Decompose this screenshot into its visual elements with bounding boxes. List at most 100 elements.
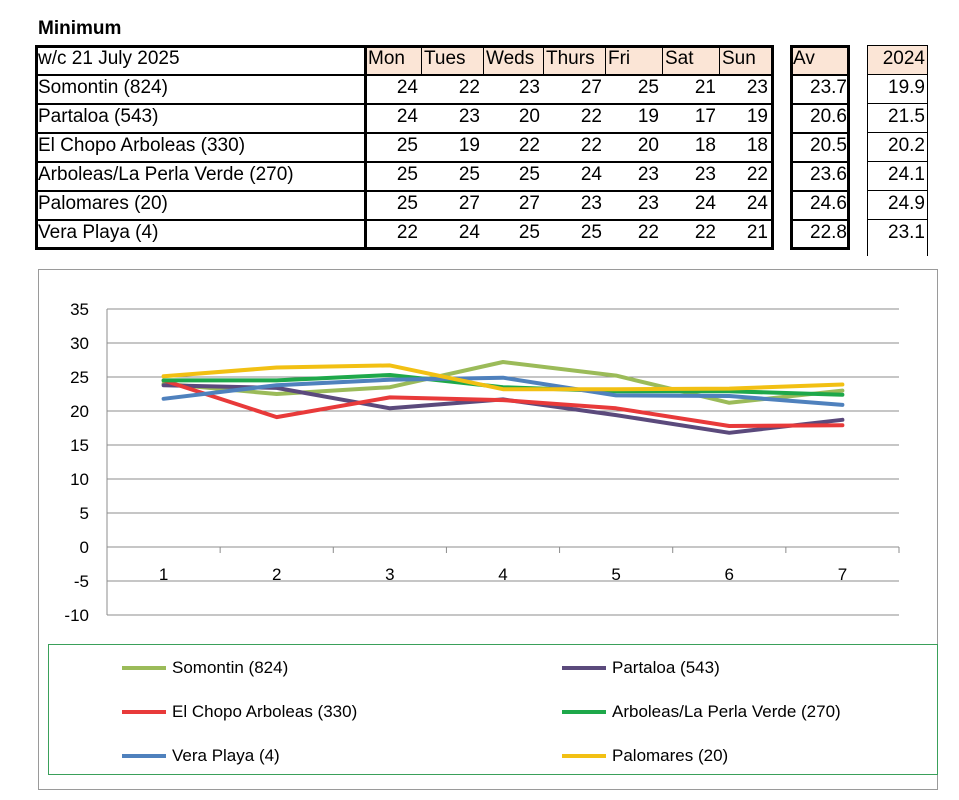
- table-rule: [867, 219, 928, 220]
- temperature-cell: 24: [396, 77, 418, 98]
- temperature-cell: 23: [458, 106, 480, 127]
- temperature-cell: 25: [580, 222, 602, 243]
- x-tick-label: 6: [725, 565, 734, 584]
- legend-label: Partaloa (543): [612, 658, 720, 677]
- table-rule: [35, 190, 771, 192]
- line-chart: -10 -5 0 5 10 15 20 25 30 35 1 2 3 4 5 6 7: [64, 300, 900, 625]
- year-2024-cell: 24.1: [888, 164, 925, 185]
- table-rule: [867, 103, 928, 104]
- x-tick-label: 5: [611, 565, 620, 584]
- temperature-cell: 25: [396, 164, 418, 185]
- temperature-cell: 22: [458, 77, 480, 98]
- table-rule: [790, 190, 850, 192]
- temperature-cell: 25: [637, 77, 659, 98]
- page-title: Minimum: [38, 18, 122, 39]
- temperature-cell: 24: [458, 222, 480, 243]
- table-rule: [790, 103, 850, 105]
- temperature-cell: 27: [580, 77, 602, 98]
- year-2024-cell: 24.9: [888, 193, 925, 214]
- temperature-cell: 18: [746, 135, 768, 156]
- temperature-cell: 22: [580, 106, 602, 127]
- temperature-cell: 18: [694, 135, 716, 156]
- chart-legend: Somontin (824) El Chopo Arboleas (330) Ver…: [48, 644, 938, 775]
- legend-swatch: [562, 710, 606, 714]
- temperature-cell: 25: [518, 164, 540, 185]
- x-tick-label: 4: [498, 565, 507, 584]
- temperature-cell: 19: [637, 106, 659, 127]
- table-rule: [421, 45, 422, 74]
- y-tick-label: 25: [70, 368, 89, 387]
- temperature-cell: 22: [580, 135, 602, 156]
- table-rule: [790, 219, 850, 221]
- legend-label: Vera Playa (4): [172, 746, 280, 765]
- table-rule: [790, 74, 850, 76]
- station-name: Partaloa (543): [38, 106, 159, 127]
- x-tick-label: 2: [272, 565, 281, 584]
- station-name: Somontin (824): [38, 77, 168, 98]
- station-name: Palomares (20): [38, 193, 168, 214]
- temperature-cell: 24: [580, 164, 602, 185]
- temperature-cell: 19: [746, 106, 768, 127]
- average-header: Av: [790, 45, 850, 74]
- average-cell: 20.6: [810, 106, 847, 127]
- y-tick-label: 15: [70, 436, 89, 455]
- series-line-0: [161, 360, 845, 405]
- table-rule: [790, 132, 850, 134]
- temperature-cell: 22: [746, 164, 768, 185]
- y-tick-label: -5: [74, 572, 89, 591]
- table-rule: [35, 132, 771, 134]
- legend-swatch: [562, 666, 606, 670]
- temperature-cell: 20: [518, 106, 540, 127]
- table-rule: [35, 161, 771, 163]
- legend-label: Arboleas/La Perla Verde (270): [612, 702, 841, 721]
- day-header: Mon: [365, 45, 421, 74]
- x-tick-label: 3: [385, 565, 394, 584]
- temperature-cell: 22: [694, 222, 716, 243]
- temperature-cell: 23: [580, 193, 602, 214]
- temperature-cell: 23: [694, 164, 716, 185]
- average-cell: 20.5: [810, 135, 847, 156]
- table-rule: [364, 45, 367, 250]
- year-2024-cell: 20.2: [888, 135, 925, 156]
- legend-label: Somontin (824): [172, 658, 289, 677]
- table-rule: [35, 74, 771, 76]
- station-name: Vera Playa (4): [38, 222, 159, 243]
- series-line-5: [161, 363, 845, 392]
- average-cell: 23.7: [810, 77, 847, 98]
- day-header: Weds: [483, 45, 543, 74]
- temperature-cell: 27: [518, 193, 540, 214]
- legend-label: Palomares (20): [612, 746, 729, 765]
- y-tick-label: 20: [70, 402, 89, 421]
- y-tick-label: 10: [70, 470, 89, 489]
- temperature-cell: 23: [637, 164, 659, 185]
- day-header: Sun: [719, 45, 771, 74]
- table-rule: [35, 219, 771, 221]
- average-cell: 22.8: [810, 222, 847, 243]
- year-2024-cell: 23.1: [888, 222, 925, 243]
- temperature-cell: 22: [396, 222, 418, 243]
- station-name: El Chopo Arboleas (330): [38, 135, 246, 156]
- legend-swatch: [122, 666, 166, 670]
- y-tick-label: 5: [80, 504, 89, 523]
- y-tick-label: -10: [64, 606, 89, 625]
- temperature-cell: 27: [458, 193, 480, 214]
- y-tick-label: 35: [70, 300, 89, 319]
- year-2024-header: 2024: [867, 45, 928, 74]
- table-rule: [867, 74, 928, 75]
- table-rule: [483, 45, 484, 74]
- day-header: Sat: [662, 45, 719, 74]
- temperature-cell: 25: [396, 135, 418, 156]
- temperature-cell: 23: [518, 77, 540, 98]
- temperature-cell: 20: [637, 135, 659, 156]
- table-rule: [35, 103, 771, 105]
- temperature-cell: 24: [396, 106, 418, 127]
- year-2024-cell: 21.5: [888, 106, 925, 127]
- average-cell: 23.6: [810, 164, 847, 185]
- table-rule: [662, 45, 663, 74]
- table-rule: [543, 45, 544, 74]
- temperature-cell: 21: [694, 77, 716, 98]
- week-label: w/c 21 July 2025: [38, 48, 180, 69]
- temperature-cell: 23: [746, 77, 768, 98]
- legend-swatch: [562, 754, 606, 758]
- day-header: Thurs: [543, 45, 605, 74]
